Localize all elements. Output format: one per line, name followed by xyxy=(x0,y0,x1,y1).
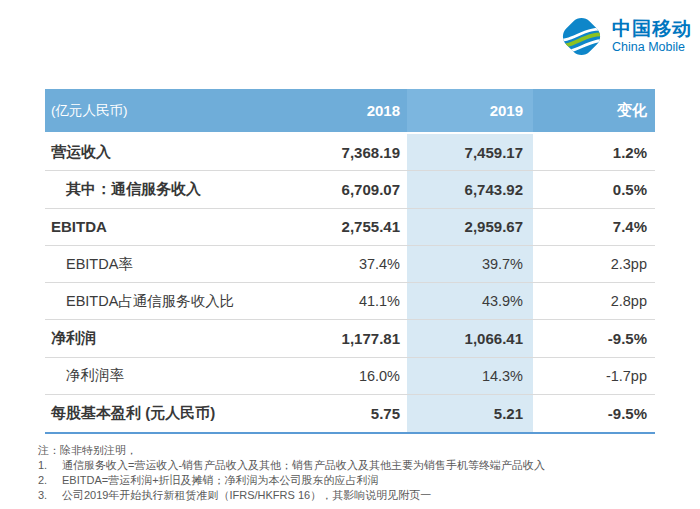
value-2018: 1,177.81 xyxy=(277,330,407,347)
footnote-1: 1. 通信服务收入=营运收入-销售产品收入及其他；销售产品收入及其他主要为销售手… xyxy=(38,458,678,473)
table-row-operating-revenue: 营运收入 7,368.19 7,459.17 1.2% xyxy=(45,134,655,171)
value-change: 2.3pp xyxy=(533,256,655,272)
value-change: 0.5% xyxy=(533,181,655,198)
table-body: 营运收入 7,368.19 7,459.17 1.2% 其中：通信服务收入 6,… xyxy=(45,134,655,434)
value-2018: 2,755.41 xyxy=(277,218,407,235)
footnote-text: EBITDA=营运利润+折旧及摊销；净利润为本公司股东的应占利润 xyxy=(62,473,678,488)
logo-cn-text: 中国移动 xyxy=(612,19,692,39)
column-header-2019: 2019 xyxy=(407,89,533,132)
value-2019: 39.7% xyxy=(407,246,533,282)
china-mobile-logo: 中国移动 China Mobile xyxy=(558,13,692,60)
table-row-ebitda-margin: EBITDA率 37.4% 39.7% 2.3pp xyxy=(45,246,655,283)
value-2018: 6,709.07 xyxy=(277,181,407,198)
china-mobile-gem-icon xyxy=(558,13,605,60)
table-row-telecom-service-revenue: 其中：通信服务收入 6,709.07 6,743.92 0.5% xyxy=(45,171,655,208)
financial-results-table: (亿元人民币) 2018 2019 变化 营运收入 7,368.19 7,459… xyxy=(45,89,655,434)
footnote-number: 3. xyxy=(38,488,62,503)
value-2019: 6,743.92 xyxy=(407,171,533,207)
value-2018: 37.4% xyxy=(277,256,407,272)
value-2018: 5.75 xyxy=(277,405,407,422)
value-change: 1.2% xyxy=(533,144,655,161)
column-header-change: 变化 xyxy=(533,101,655,120)
value-change: -9.5% xyxy=(533,330,655,347)
table-row-ebitda-to-service-revenue: EBITDA占通信服务收入比 41.1% 43.9% 2.8pp xyxy=(45,283,655,320)
footnotes: 注：除非特别注明， 1. 通信服务收入=营运收入-销售产品收入及其他；销售产品收… xyxy=(38,443,678,503)
table-row-basic-eps: 每股基本盈利 (元人民币) 5.75 5.21 -9.5% xyxy=(45,395,655,432)
value-change: -9.5% xyxy=(533,405,655,422)
value-2019: 1,066.41 xyxy=(407,320,533,356)
value-2019: 43.9% xyxy=(407,283,533,319)
row-label: EBITDA xyxy=(45,218,277,235)
footnote-text: 通信服务收入=营运收入-销售产品收入及其他；销售产品收入及其他主要为销售手机等终… xyxy=(62,458,678,473)
footnote-text: 公司2019年开始执行新租赁准则（IFRS/HKFRS 16），其影响说明见附页… xyxy=(62,488,678,503)
value-2019: 2,959.67 xyxy=(407,209,533,245)
table-header-row: (亿元人民币) 2018 2019 变化 xyxy=(45,89,655,132)
footnote-2: 2. EBITDA=营运利润+折旧及摊销；净利润为本公司股东的应占利润 xyxy=(38,473,678,488)
table-row-ebitda: EBITDA 2,755.41 2,959.67 7.4% xyxy=(45,209,655,246)
row-label: 其中：通信服务收入 xyxy=(45,180,277,199)
logo-en-text: China Mobile xyxy=(612,41,692,54)
value-2019: 14.3% xyxy=(407,358,533,394)
value-2019: 7,459.17 xyxy=(407,134,533,170)
row-label: 净利润 xyxy=(45,329,277,348)
value-change: 7.4% xyxy=(533,218,655,235)
value-change: -1.7pp xyxy=(533,368,655,384)
table-row-net-profit-margin: 净利润率 16.0% 14.3% -1.7pp xyxy=(45,358,655,395)
footnote-number: 2. xyxy=(38,473,62,488)
value-2018: 16.0% xyxy=(277,368,407,384)
value-change: 2.8pp xyxy=(533,293,655,309)
value-2019: 5.21 xyxy=(407,395,533,432)
row-label: EBITDA占通信服务收入比 xyxy=(45,292,277,311)
column-header-2018: 2018 xyxy=(277,102,407,119)
unit-label: (亿元人民币) xyxy=(45,102,277,120)
row-label: 净利润率 xyxy=(45,366,277,385)
value-2018: 41.1% xyxy=(277,293,407,309)
footnote-intro: 注：除非特别注明， xyxy=(38,443,678,458)
row-label: 每股基本盈利 (元人民币) xyxy=(45,404,277,423)
row-label: 营运收入 xyxy=(45,143,277,162)
row-label: EBITDA率 xyxy=(45,255,277,274)
value-2018: 7,368.19 xyxy=(277,144,407,161)
footnote-number: 1. xyxy=(38,458,62,473)
table-row-net-profit: 净利润 1,177.81 1,066.41 -9.5% xyxy=(45,320,655,357)
footnote-3: 3. 公司2019年开始执行新租赁准则（IFRS/HKFRS 16），其影响说明… xyxy=(38,488,678,503)
